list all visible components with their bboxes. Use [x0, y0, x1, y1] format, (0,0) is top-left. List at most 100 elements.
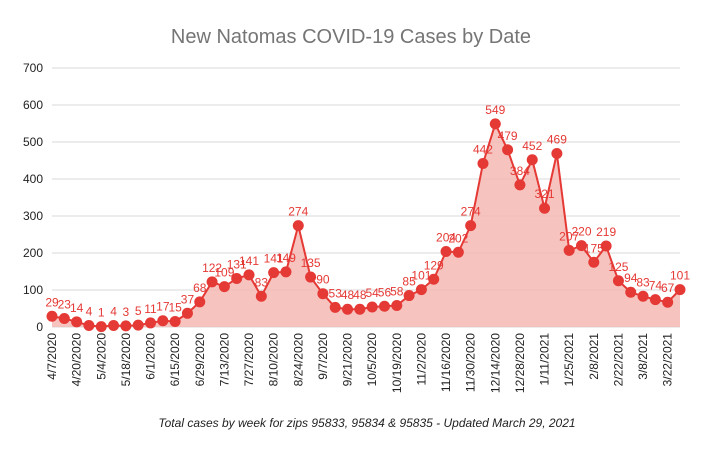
- data-label: 85: [402, 275, 416, 289]
- x-tick-label: 5/18/2020: [119, 333, 133, 387]
- data-point: [305, 271, 317, 283]
- data-point: [58, 312, 70, 324]
- data-point: [440, 246, 452, 258]
- data-point: [292, 220, 304, 232]
- data-label: 14: [70, 301, 84, 315]
- data-points: [46, 118, 686, 333]
- data-point: [206, 276, 218, 288]
- data-point: [218, 281, 230, 293]
- data-label: 219: [596, 225, 616, 239]
- x-tick-label: 1/25/2021: [562, 333, 576, 387]
- data-point: [403, 290, 415, 302]
- data-label: 135: [301, 256, 321, 270]
- data-label: 452: [522, 139, 542, 153]
- data-label: 131: [227, 258, 247, 272]
- x-tick-label: 1/11/2021: [538, 333, 552, 386]
- data-point: [415, 284, 427, 296]
- data-point: [514, 179, 526, 191]
- data-label: 141: [264, 252, 284, 266]
- data-label: 3: [123, 305, 130, 319]
- data-point: [563, 244, 575, 256]
- x-tick-label: 4/20/2020: [70, 333, 84, 387]
- data-label: 101: [411, 269, 431, 283]
- data-label: 149: [276, 251, 296, 265]
- data-label: 74: [649, 279, 663, 293]
- data-point: [132, 319, 144, 331]
- x-tick-label: 7/27/2020: [242, 333, 256, 387]
- x-tick-label: 11/2/2020: [414, 333, 428, 386]
- data-label: 122: [202, 261, 222, 275]
- data-point: [145, 317, 157, 329]
- data-label: 48: [341, 288, 355, 302]
- x-tick-label: 6/15/2020: [168, 333, 182, 387]
- data-point: [674, 284, 686, 296]
- data-label: 58: [390, 285, 404, 299]
- x-tick-label: 6/1/2020: [144, 333, 158, 380]
- data-point: [157, 315, 169, 327]
- data-label: 37: [181, 292, 195, 306]
- y-tick-label: 200: [23, 246, 43, 260]
- data-point: [391, 300, 403, 312]
- data-label: 67: [661, 281, 675, 295]
- data-point: [366, 301, 378, 313]
- data-label: 384: [510, 164, 530, 178]
- data-point: [108, 320, 120, 332]
- x-axis-ticks: 4/7/2020 4/20/2020 5/4/2020 5/18/2020 6/1/20…: [45, 333, 675, 393]
- cases-series-line: [51, 121, 681, 328]
- data-label: 274: [288, 205, 308, 219]
- y-tick-label: 500: [23, 135, 43, 149]
- x-tick-label: 10/5/2020: [365, 333, 379, 387]
- data-point: [268, 267, 280, 279]
- data-point: [526, 154, 538, 166]
- data-label: 4: [110, 305, 117, 319]
- data-label: 17: [156, 300, 170, 314]
- data-label: 109: [214, 266, 234, 280]
- data-point: [477, 157, 489, 169]
- data-label: 442: [473, 142, 493, 156]
- data-label: 220: [571, 225, 591, 239]
- data-point: [465, 220, 477, 232]
- data-point: [489, 118, 501, 130]
- x-tick-label: 11/16/2020: [439, 333, 453, 392]
- data-label: 11: [144, 302, 157, 316]
- data-label: 549: [485, 103, 505, 117]
- data-point: [255, 290, 267, 302]
- data-label: 101: [670, 269, 690, 283]
- data-label: 54: [365, 286, 379, 300]
- data-point: [231, 273, 243, 285]
- data-label: 53: [329, 286, 343, 300]
- data-point: [46, 310, 58, 322]
- data-point: [280, 266, 292, 278]
- x-tick-label: 12/14/2020: [488, 333, 502, 393]
- x-tick-label: 2/22/2021: [611, 333, 625, 387]
- gridlines: [52, 67, 680, 328]
- data-point: [243, 269, 255, 281]
- data-label: 56: [378, 285, 392, 299]
- x-tick-label: 8/10/2020: [267, 333, 281, 387]
- x-tick-label: 11/30/2020: [464, 333, 478, 392]
- data-point: [588, 256, 600, 268]
- x-tick-label: 5/4/2020: [94, 333, 108, 380]
- data-label: 94: [624, 271, 638, 285]
- data-label: 175: [584, 241, 604, 255]
- data-label: 29: [45, 295, 59, 309]
- x-tick-label: 6/29/2020: [193, 333, 207, 387]
- data-point: [539, 202, 551, 214]
- data-point: [662, 296, 674, 308]
- data-point: [575, 240, 587, 252]
- x-tick-label: 12/28/2020: [513, 333, 527, 393]
- data-label: 204: [436, 231, 456, 245]
- data-point: [600, 240, 612, 252]
- chart-subtitle: Total cases by week for zips 95833, 9583…: [158, 416, 575, 430]
- data-point: [169, 315, 181, 327]
- data-label: 202: [448, 231, 468, 245]
- data-label: 48: [353, 288, 367, 302]
- y-tick-label: 300: [23, 209, 43, 223]
- data-label: 83: [636, 275, 650, 289]
- chart-title: New Natomas COVID-19 Cases by Date: [171, 26, 531, 48]
- cases-area-fill: [52, 123, 680, 328]
- data-label: 207: [559, 229, 579, 243]
- data-point: [378, 300, 390, 312]
- x-tick-label: 4/7/2020: [45, 333, 59, 380]
